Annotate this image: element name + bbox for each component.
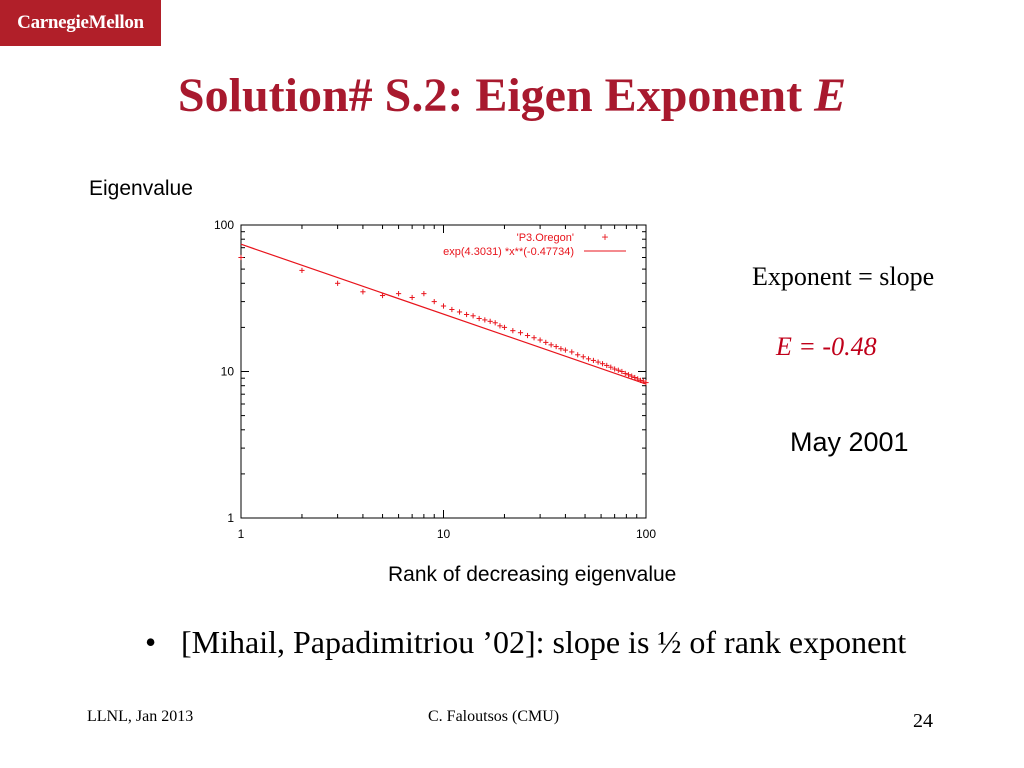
data-point xyxy=(531,335,537,341)
data-point xyxy=(604,362,610,369)
footer-event: LLNL, Jan 2013 xyxy=(87,708,194,725)
legend-label-fit: exp(4.3031) *x**(-0.47734) xyxy=(443,246,574,258)
data-point xyxy=(543,339,549,345)
data-point xyxy=(463,311,470,318)
data-point xyxy=(379,292,386,299)
data-point xyxy=(595,359,601,365)
data-point xyxy=(615,367,621,373)
data-point xyxy=(335,280,341,286)
data-point xyxy=(599,361,606,367)
data-point xyxy=(238,254,244,261)
bullet-item: • [Mihail, Papadimitriou ’02]: slope is … xyxy=(145,623,965,661)
date-note: May 2001 xyxy=(790,427,909,457)
oregon-series xyxy=(238,254,649,386)
data-point xyxy=(632,374,638,381)
e-value-note: E = -0.48 xyxy=(776,332,877,361)
data-point xyxy=(635,376,641,382)
data-point xyxy=(510,328,516,334)
eigenvalue-rank-plot: 1 10 100 1 10 100 'P3.Oregon' + exp(4.3031) *… xyxy=(214,218,656,541)
data-point xyxy=(562,347,569,353)
page-number: 24 xyxy=(913,710,933,732)
data-point xyxy=(640,378,646,384)
data-point xyxy=(449,306,455,313)
data-point xyxy=(643,379,649,386)
data-point xyxy=(537,337,543,343)
data-point xyxy=(558,346,564,352)
data-point xyxy=(569,349,575,355)
data-point xyxy=(575,352,581,358)
data-point xyxy=(497,323,503,329)
data-point xyxy=(612,366,618,372)
y-axis-label: Eigenvalue xyxy=(89,177,193,200)
title-main: Solution# S.2: Eigen Exponent xyxy=(177,69,815,122)
carnegie-mellon-logo: CarnegieMellon xyxy=(0,0,161,46)
data-point xyxy=(585,356,592,362)
x-tick-label: 1 xyxy=(238,527,245,541)
bullet-text: [Mihail, Papadimitriou ’02]: slope is ½ … xyxy=(181,624,907,660)
data-point xyxy=(421,291,427,297)
data-point xyxy=(501,324,508,330)
data-point xyxy=(608,364,614,370)
legend-marker-oregon: + xyxy=(601,230,608,244)
data-point xyxy=(482,317,488,323)
data-point xyxy=(548,342,554,348)
data-point xyxy=(431,299,437,305)
data-point xyxy=(553,343,559,350)
slide-title: Solution# S.2: Eigen Exponent E xyxy=(0,66,1024,126)
data-point xyxy=(524,332,531,339)
x-tick-label: 100 xyxy=(636,527,656,541)
data-point xyxy=(517,330,524,336)
data-point xyxy=(590,357,597,364)
data-point xyxy=(440,303,447,309)
data-point xyxy=(629,373,635,379)
data-point xyxy=(456,309,463,315)
exponent-slope-note: Exponent = slope xyxy=(752,262,935,291)
data-point xyxy=(580,354,586,360)
title-italic-e: E xyxy=(814,69,847,122)
data-point xyxy=(299,267,305,273)
axis-tick-labels: 1 10 100 1 10 100 xyxy=(214,218,656,541)
data-point xyxy=(470,313,476,319)
fit-series xyxy=(240,243,647,385)
data-point xyxy=(409,294,415,301)
data-point xyxy=(395,291,402,297)
footer-author: C. Faloutsos (CMU) xyxy=(428,708,560,725)
data-point xyxy=(487,318,493,324)
legend-label-oregon: 'P3.Oregon' xyxy=(517,232,574,244)
y-tick-label: 100 xyxy=(214,218,234,232)
x-axis-label: Rank of decreasing eigenvalue xyxy=(388,563,677,586)
data-point xyxy=(625,372,632,378)
y-tick-label: 10 xyxy=(221,365,235,379)
data-point xyxy=(360,289,366,295)
x-tick-label: 10 xyxy=(437,527,451,541)
data-point xyxy=(622,370,628,377)
data-point xyxy=(492,320,498,326)
fit-line xyxy=(240,243,647,385)
y-tick-label: 1 xyxy=(227,511,234,525)
bullet-dot: • xyxy=(145,624,157,660)
data-point xyxy=(476,315,482,322)
axis-ticks xyxy=(240,224,646,519)
data-point xyxy=(619,368,625,375)
legend: 'P3.Oregon' + exp(4.3031) *x**(-0.47734) xyxy=(443,230,626,258)
data-point xyxy=(637,377,644,383)
